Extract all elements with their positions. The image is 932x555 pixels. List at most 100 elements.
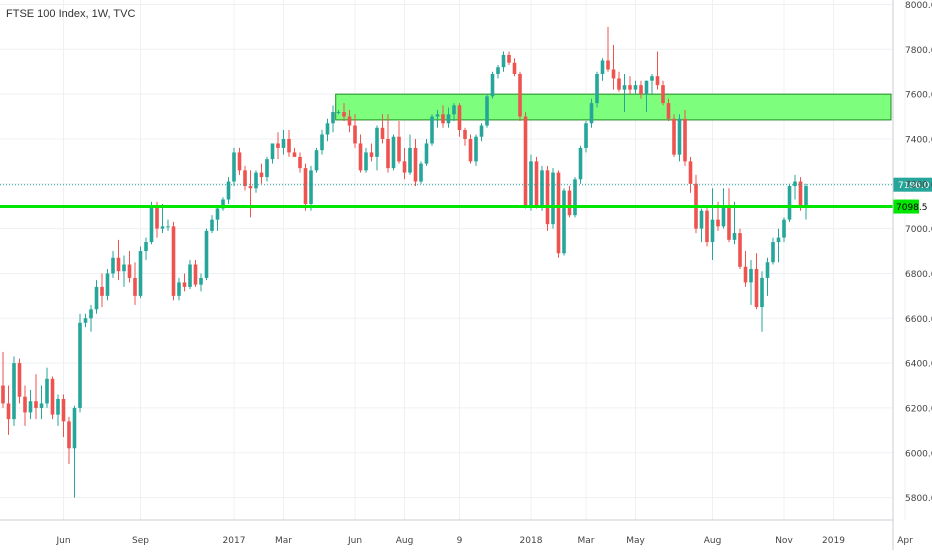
candle: [254, 170, 258, 193]
candle: [617, 71, 621, 92]
candle: [226, 177, 231, 204]
candle: [34, 374, 38, 420]
candle-body: [435, 114, 440, 117]
candle: [688, 156, 693, 193]
candle: [199, 273, 203, 292]
candle: [177, 277, 181, 301]
candle: [545, 165, 550, 231]
y-tick-label: 6800.0: [905, 270, 932, 280]
candle: [710, 188, 715, 260]
candle: [490, 71, 495, 99]
candle: [573, 177, 577, 218]
candle-body: [463, 130, 467, 139]
candle-body: [358, 143, 363, 171]
candle: [760, 271, 764, 332]
candle: [298, 152, 302, 173]
candle: [705, 206, 709, 247]
candle-body: [270, 143, 275, 160]
candle-body: [430, 116, 434, 144]
candle-body: [743, 266, 748, 283]
candle-body: [765, 262, 770, 278]
candle-body: [320, 134, 324, 151]
candle-body: [199, 277, 203, 285]
candle-body: [83, 318, 88, 323]
candle: [677, 114, 682, 162]
candle: [336, 109, 341, 115]
candle-body: [28, 401, 33, 413]
candle-body: [556, 172, 561, 254]
candle: [633, 80, 638, 95]
candle: [793, 174, 797, 200]
y-tick-label: 8000.0: [905, 1, 932, 11]
grid: [0, 0, 906, 520]
candle-body: [408, 147, 412, 173]
candle: [78, 313, 82, 413]
candle-body: [50, 378, 55, 415]
candle-body: [413, 147, 418, 182]
x-tick-label: May: [626, 536, 645, 546]
candle-body: [650, 76, 654, 81]
candle: [160, 203, 165, 234]
candle: [23, 385, 27, 426]
y-tick-label: 7000.0: [905, 225, 932, 235]
x-tick-label: Jun: [347, 536, 362, 546]
candle: [391, 134, 396, 171]
candle: [787, 183, 792, 222]
candle: [771, 237, 775, 265]
candle: [111, 251, 115, 278]
candle: [479, 123, 484, 142]
candle-body: [710, 219, 715, 243]
candle-body: [529, 161, 533, 207]
candle: [12, 356, 16, 426]
candle-body: [232, 152, 236, 182]
candle: [441, 105, 445, 128]
candle-body: [226, 181, 231, 200]
candle-body: [325, 123, 330, 135]
candle: [551, 168, 555, 229]
candle: [749, 260, 753, 305]
candle: [320, 130, 324, 155]
candle-body: [496, 67, 500, 74]
candle-body: [644, 80, 649, 95]
candle-body: [188, 264, 192, 287]
candle: [133, 262, 137, 305]
candle-body: [721, 206, 726, 227]
candle: [644, 80, 649, 113]
candle-body: [441, 114, 445, 124]
candle: [743, 251, 748, 287]
candle-body: [287, 138, 291, 153]
candle-body: [589, 103, 594, 124]
candle-body: [754, 268, 759, 308]
candle: [518, 71, 522, 122]
candle-body: [727, 206, 731, 240]
candle-body: [248, 186, 253, 189]
candle-body: [72, 407, 77, 449]
candle-body: [452, 105, 456, 115]
candle: [655, 51, 660, 90]
candle-body: [391, 136, 396, 169]
candle-body: [523, 116, 528, 207]
candle: [578, 145, 583, 184]
candle: [287, 130, 291, 157]
candle-body: [375, 127, 379, 157]
candle-body: [804, 186, 808, 207]
candle: [105, 268, 110, 301]
candle: [193, 260, 198, 287]
x-tick-label: Jun: [55, 536, 70, 546]
candle: [166, 219, 170, 231]
candle: [364, 147, 368, 173]
candle: [138, 246, 143, 299]
candle: [435, 109, 440, 128]
candle: [721, 188, 726, 229]
candle-body: [12, 363, 16, 420]
candle-body: [243, 170, 247, 187]
candle-body: [292, 152, 297, 157]
candle: [727, 188, 731, 243]
candle: [210, 215, 214, 234]
candle-body: [61, 398, 66, 422]
candle: [188, 260, 192, 290]
candle: [496, 65, 500, 79]
candle: [402, 147, 407, 180]
